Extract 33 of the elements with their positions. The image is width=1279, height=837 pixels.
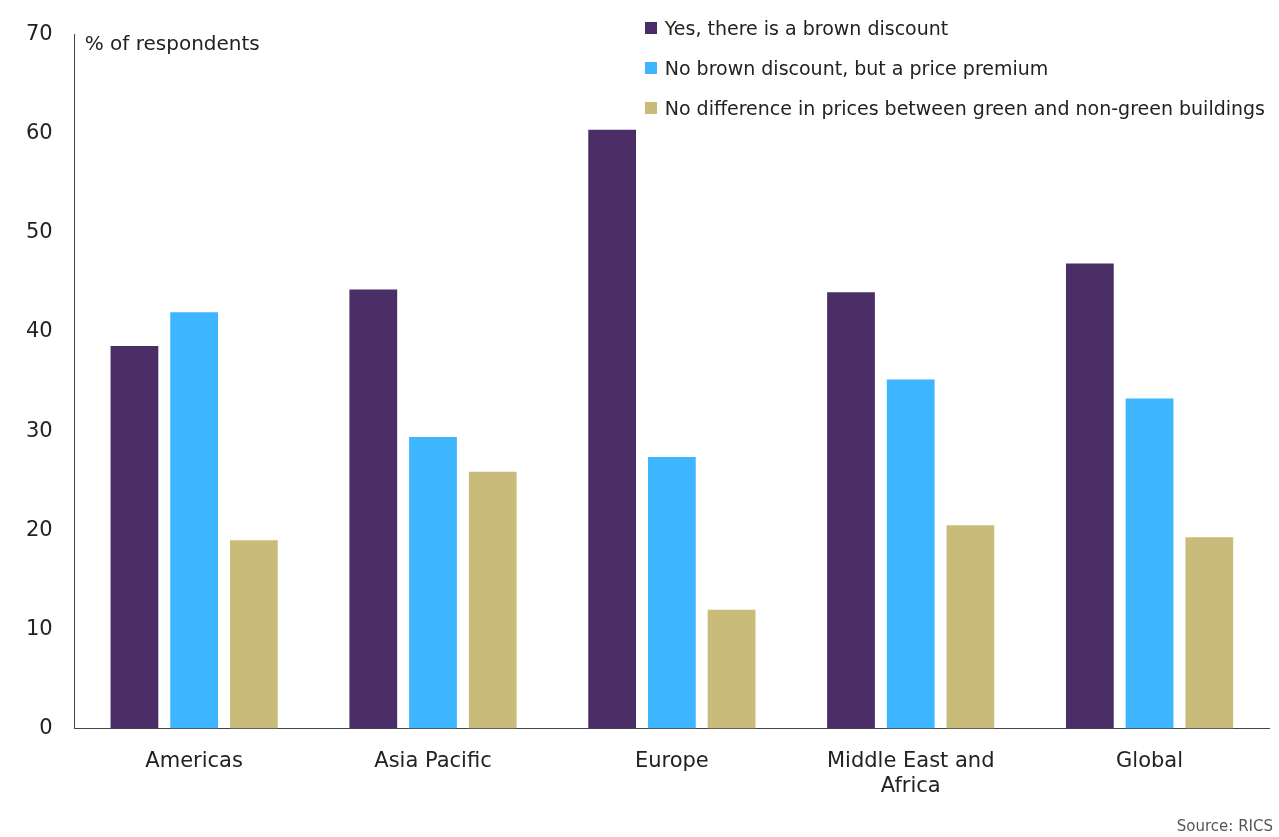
y-tick-label: 50 (25, 219, 53, 244)
x-tick-label: Global (1116, 747, 1184, 772)
bar (349, 289, 398, 729)
legend-label: No brown discount, but a price premium (664, 57, 1049, 79)
bar (1125, 398, 1174, 729)
source-note: Source: RICS (1176, 817, 1273, 835)
bar (827, 292, 875, 729)
legend-label: Yes, there is a brown discount (664, 17, 949, 39)
bar (110, 345, 159, 729)
bar (1065, 263, 1114, 729)
legend-label: No difference in prices between green and non-green buildings (664, 97, 1265, 119)
y-tick-label: 40 (25, 318, 53, 343)
y-axis-title: % of respondents (84, 30, 260, 55)
bar (229, 540, 278, 729)
y-tick-label: 10 (25, 615, 53, 640)
bar (1185, 537, 1234, 729)
x-tick-label: Americas (145, 747, 243, 772)
x-tick-label: Europe (634, 747, 709, 772)
bar (707, 609, 756, 729)
bar (647, 456, 696, 729)
x-tick-label: Asia Pacific (374, 747, 492, 772)
bar (468, 471, 517, 729)
x-tick-label: Middle East and Africa (826, 747, 995, 797)
y-tick-label: 60 (25, 120, 53, 145)
y-tick-label: 70 (25, 21, 53, 46)
bar (170, 312, 219, 729)
y-tick-label: 30 (25, 417, 53, 442)
bar (886, 379, 935, 729)
y-tick-label: 0 (39, 715, 53, 740)
bar (409, 437, 457, 729)
y-tick-label: 20 (25, 516, 53, 541)
bar (946, 525, 995, 729)
bar (588, 129, 637, 729)
